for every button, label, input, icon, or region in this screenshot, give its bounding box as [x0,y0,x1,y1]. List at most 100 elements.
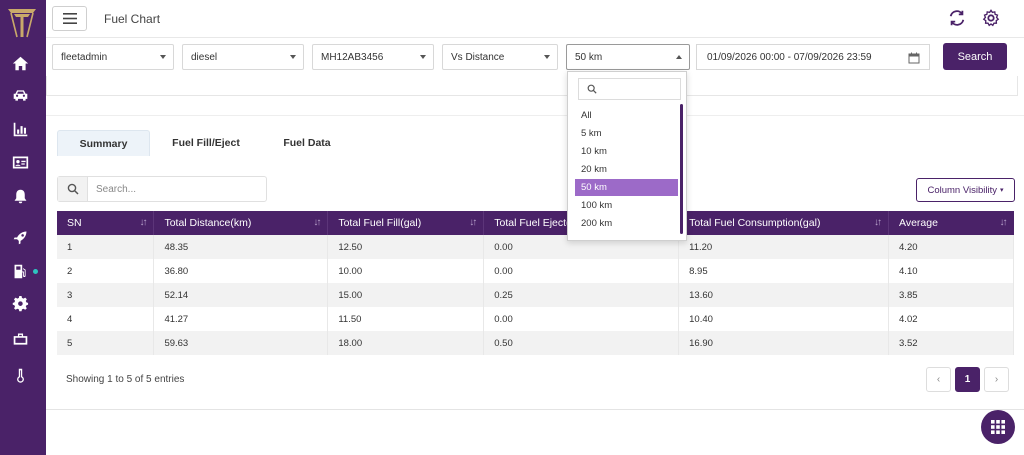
table-row: 3 52.14 15.00 0.25 13.60 3.85 [57,283,1014,307]
table-cell: 10.40 [678,307,890,331]
user-select-value: fleetadmin [61,51,108,63]
next-page-button[interactable]: › [984,367,1009,392]
chevron-down-icon [290,55,296,59]
table-row: 5 59.63 18.00 0.50 16.90 3.52 [57,331,1014,355]
sidebar [0,0,46,455]
hamburger-menu-button[interactable] [52,6,87,31]
sort-icon[interactable]: ↓↑ [139,217,147,228]
chevron-down-icon: ▾ [1000,187,1004,194]
chart-placeholder-area [46,76,1018,96]
dropdown-option-50km[interactable]: 50 km [575,179,678,196]
fuel-type-select-value: diesel [191,51,218,63]
search-icon [58,177,88,201]
table-cell: 48.35 [153,235,329,259]
dropdown-option-10km[interactable]: 10 km [581,146,607,157]
distance-select-value: 50 km [575,51,603,63]
column-header-total-fuel-consumption[interactable]: Total Fuel Consumption(gal) ↓↑ [678,211,890,235]
tab-fuel-fill-eject[interactable]: Fuel Fill/Eject [172,137,240,149]
table-cell: 0.25 [483,283,680,307]
table-cell: 0.00 [483,259,680,283]
column-header-total-distance[interactable]: Total Distance(km) ↓↑ [153,211,329,235]
table-cell: 2 [57,259,155,283]
dropdown-option-20km[interactable]: 20 km [581,164,607,175]
table-row: 4 41.27 11.50 0.00 10.40 4.02 [57,307,1014,331]
table-cell: 59.63 [153,331,329,355]
rocket-icon[interactable] [10,227,30,247]
settings-icon[interactable] [982,9,1002,29]
column-header-label: Total Fuel Consumption(gal) [689,217,821,229]
tab-fuel-data[interactable]: Fuel Data [283,137,331,149]
table-cell: 12.50 [327,235,485,259]
table-cell: 3.52 [888,331,1014,355]
table-cell: 4.02 [888,307,1014,331]
id-card-icon[interactable] [10,152,30,172]
table-cell: 11.20 [678,235,890,259]
thermometer-icon[interactable] [10,365,30,385]
column-header-average[interactable]: Average ↓↑ [888,211,1014,235]
date-range-field[interactable]: 01/09/2026 00:00 - 07/09/2026 23:59 [696,44,930,70]
dropdown-option-100km[interactable]: 100 km [581,200,613,211]
chevron-down-icon [544,55,550,59]
summary-table: SN ↓↑ Total Distance(km) ↓↑ Total Fuel Fil… [57,211,1014,355]
chevron-down-icon [160,55,166,59]
table-search [57,176,267,202]
column-visibility-label: Column Visibility [927,184,997,196]
table-cell: 1 [57,235,155,259]
date-range-value: 01/09/2026 00:00 - 07/09/2026 23:59 [707,51,872,63]
briefcase-icon[interactable] [10,329,30,349]
dropdown-option-200km[interactable]: 200 km [581,218,613,229]
sort-icon[interactable]: ↓↑ [999,217,1008,228]
column-header-label: SN [67,217,82,229]
column-header-label: Total Distance(km) [164,217,252,229]
column-header-sn[interactable]: SN ↓↑ [57,211,155,235]
prev-page-button[interactable]: ‹ [926,367,951,392]
table-row: 2 36.80 10.00 0.00 8.95 4.10 [57,259,1014,283]
hamburger-icon [62,13,77,24]
user-select[interactable]: fleetadmin [52,44,174,70]
table-cell: 15.00 [327,283,485,307]
bar-chart-icon[interactable] [10,119,30,139]
sort-icon[interactable]: ↓↑ [874,217,882,228]
tab-summary[interactable]: Summary [57,130,150,156]
top-bar: Fuel Chart [46,0,1024,38]
column-header-label: Total Fuel Fill(gal) [338,217,422,229]
distance-dropdown: All 5 km 10 km 20 km 50 km 100 km 200 km [567,71,687,241]
table-cell: 0.50 [483,331,680,355]
grid-icon [991,420,1005,434]
column-header-label: Total Fuel Eject(gal) [494,217,588,229]
calendar-icon [908,52,920,64]
table-cell: 0.00 [483,307,680,331]
vehicle-select[interactable]: MH12AB3456 [312,44,434,70]
sort-icon[interactable]: ↓↑ [469,217,477,228]
table-cell: 13.60 [678,283,890,307]
table-cell: 5 [57,331,155,355]
chevron-up-icon [676,55,682,59]
refresh-icon[interactable] [948,9,968,29]
table-cell: 10.00 [327,259,485,283]
fuel-pump-icon[interactable] [10,261,30,281]
apps-grid-button[interactable] [981,410,1015,444]
dropdown-scrollbar[interactable] [680,104,683,234]
gear-icon[interactable] [10,294,30,314]
home-icon[interactable] [10,53,30,73]
fuel-type-select[interactable]: diesel [182,44,304,70]
table-cell: 18.00 [327,331,485,355]
dropdown-search-input[interactable] [578,78,681,100]
distance-select[interactable]: 50 km [566,44,690,70]
column-header-total-fuel-fill[interactable]: Total Fuel Fill(gal) ↓↑ [327,211,485,235]
dropdown-option-5km[interactable]: 5 km [581,128,602,139]
bell-icon[interactable] [10,186,30,206]
car-icon[interactable] [10,85,30,105]
app-logo[interactable] [5,5,39,41]
mode-select[interactable]: Vs Distance [442,44,558,70]
filter-bar: fleetadmin diesel MH12AB3456 Vs Distance… [46,38,1024,76]
table-search-input[interactable] [96,182,256,196]
column-visibility-button[interactable]: Column Visibility ▾ [916,178,1015,202]
page-1-button[interactable]: 1 [955,367,980,392]
column-header-label: Average [899,217,938,229]
table-cell: 36.80 [153,259,329,283]
page-title: Fuel Chart [104,12,161,26]
dropdown-option-all[interactable]: All [581,110,592,121]
search-button[interactable]: Search [943,43,1007,70]
sort-icon[interactable]: ↓↑ [313,217,321,228]
